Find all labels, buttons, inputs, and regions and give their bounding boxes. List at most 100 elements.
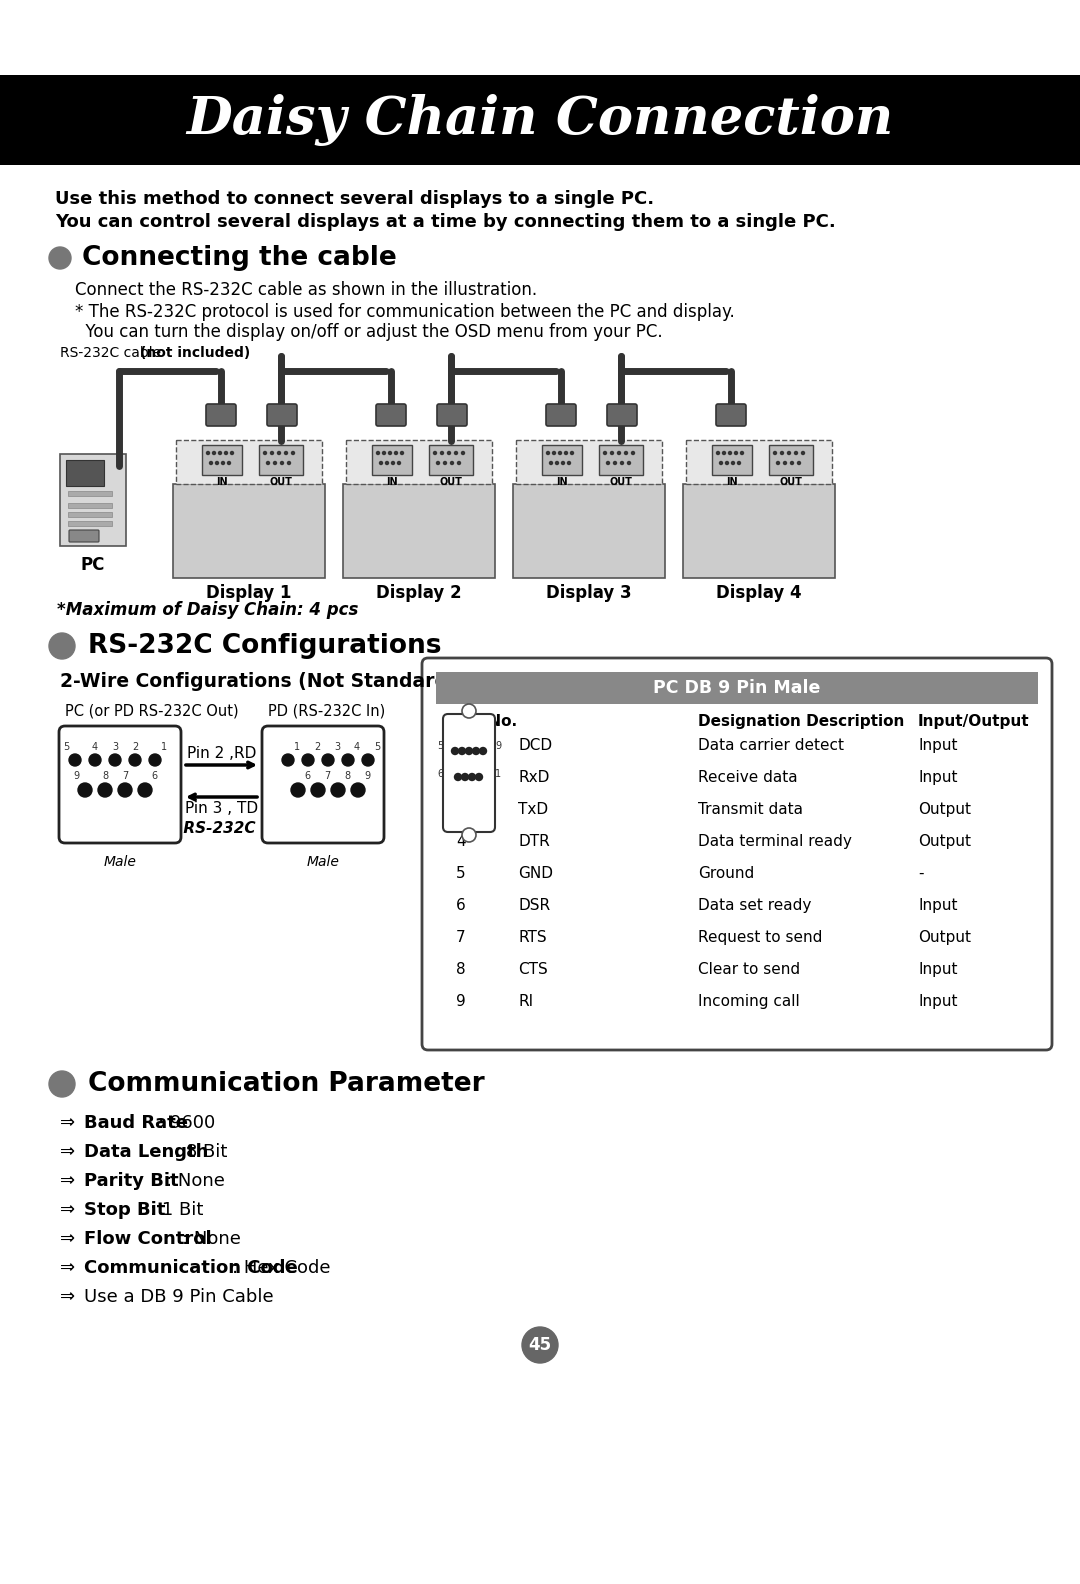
Text: 5: 5 (374, 741, 380, 752)
Text: Male: Male (307, 855, 339, 870)
Circle shape (382, 451, 386, 455)
Circle shape (291, 782, 305, 797)
FancyBboxPatch shape (437, 404, 467, 426)
Circle shape (562, 461, 565, 464)
Text: 2: 2 (132, 741, 138, 752)
Circle shape (138, 782, 152, 797)
Text: Input: Input (918, 738, 958, 752)
Circle shape (287, 461, 291, 464)
Text: : 1 Bit: : 1 Bit (150, 1201, 203, 1220)
Text: ⇒: ⇒ (60, 1172, 81, 1190)
Text: Communication Parameter: Communication Parameter (87, 1071, 485, 1098)
Circle shape (267, 461, 270, 464)
Circle shape (462, 703, 476, 718)
Text: 1: 1 (456, 738, 465, 752)
FancyBboxPatch shape (259, 445, 303, 475)
Text: : 8 Bit: : 8 Bit (174, 1144, 228, 1161)
Circle shape (401, 451, 404, 455)
Circle shape (394, 451, 397, 455)
Circle shape (282, 754, 294, 767)
Ellipse shape (49, 247, 71, 269)
Circle shape (461, 773, 469, 781)
Circle shape (284, 451, 287, 455)
Text: Input/Output: Input/Output (918, 714, 1029, 729)
Circle shape (553, 451, 555, 455)
Circle shape (618, 451, 621, 455)
Circle shape (98, 782, 112, 797)
Text: Display 2: Display 2 (376, 584, 462, 602)
FancyBboxPatch shape (343, 485, 495, 578)
Text: Ground: Ground (698, 866, 754, 881)
Circle shape (723, 451, 726, 455)
Circle shape (455, 773, 461, 781)
Text: Input: Input (918, 995, 958, 1009)
Circle shape (270, 451, 273, 455)
Circle shape (624, 451, 627, 455)
Text: RS-232C cable: RS-232C cable (60, 345, 165, 360)
FancyBboxPatch shape (599, 445, 643, 475)
Circle shape (729, 451, 731, 455)
Circle shape (731, 461, 734, 464)
Text: RTS: RTS (518, 930, 546, 946)
Circle shape (397, 461, 401, 464)
FancyBboxPatch shape (0, 74, 1080, 165)
Circle shape (469, 773, 475, 781)
Text: 2: 2 (456, 770, 465, 786)
Text: 5: 5 (456, 866, 465, 881)
Circle shape (522, 1327, 558, 1362)
Circle shape (322, 754, 334, 767)
Text: IN: IN (726, 477, 738, 486)
Text: 5: 5 (436, 741, 443, 751)
Circle shape (546, 451, 550, 455)
Text: 3: 3 (334, 741, 340, 752)
Text: Input: Input (918, 898, 958, 912)
Text: IN: IN (216, 477, 228, 486)
FancyBboxPatch shape (206, 404, 237, 426)
Text: 3: 3 (456, 802, 465, 817)
Circle shape (264, 451, 267, 455)
Text: 9: 9 (364, 771, 370, 781)
Circle shape (458, 461, 460, 464)
Text: 8: 8 (456, 961, 465, 977)
FancyBboxPatch shape (513, 485, 665, 578)
Circle shape (278, 451, 281, 455)
Text: ⇒: ⇒ (60, 1259, 81, 1277)
Circle shape (480, 748, 486, 754)
Circle shape (216, 461, 218, 464)
FancyBboxPatch shape (262, 725, 384, 843)
Circle shape (389, 451, 391, 455)
Circle shape (738, 461, 741, 464)
Text: 4: 4 (456, 835, 465, 849)
Circle shape (455, 451, 458, 455)
Circle shape (109, 754, 121, 767)
Text: PD (RS-232C In): PD (RS-232C In) (268, 703, 386, 719)
Text: You can control several displays at a time by connecting them to a single PC.: You can control several displays at a ti… (55, 212, 836, 231)
Circle shape (726, 461, 729, 464)
Circle shape (118, 782, 132, 797)
Circle shape (565, 451, 567, 455)
Text: -: - (918, 866, 923, 881)
FancyBboxPatch shape (68, 521, 112, 526)
Text: Use a DB 9 Pin Cable: Use a DB 9 Pin Cable (84, 1288, 273, 1305)
Circle shape (773, 451, 777, 455)
Circle shape (221, 461, 225, 464)
Text: Pin No.: Pin No. (456, 714, 517, 729)
Text: Receive data: Receive data (698, 770, 798, 786)
Circle shape (462, 828, 476, 843)
FancyBboxPatch shape (267, 404, 297, 426)
Circle shape (281, 461, 283, 464)
Text: : None: : None (166, 1172, 225, 1190)
Text: You can turn the display on/off or adjust the OSD menu from your PC.: You can turn the display on/off or adjus… (75, 323, 663, 341)
Text: 7: 7 (456, 930, 465, 946)
Text: 45: 45 (528, 1335, 552, 1354)
Text: Transmit data: Transmit data (698, 802, 804, 817)
Circle shape (570, 451, 573, 455)
Circle shape (206, 451, 210, 455)
Text: OUT: OUT (270, 477, 293, 486)
Text: 7: 7 (122, 771, 129, 781)
Text: 3: 3 (112, 741, 118, 752)
Circle shape (391, 461, 394, 464)
Text: 6: 6 (303, 771, 310, 781)
FancyBboxPatch shape (546, 404, 576, 426)
Text: Display 1: Display 1 (206, 584, 292, 602)
